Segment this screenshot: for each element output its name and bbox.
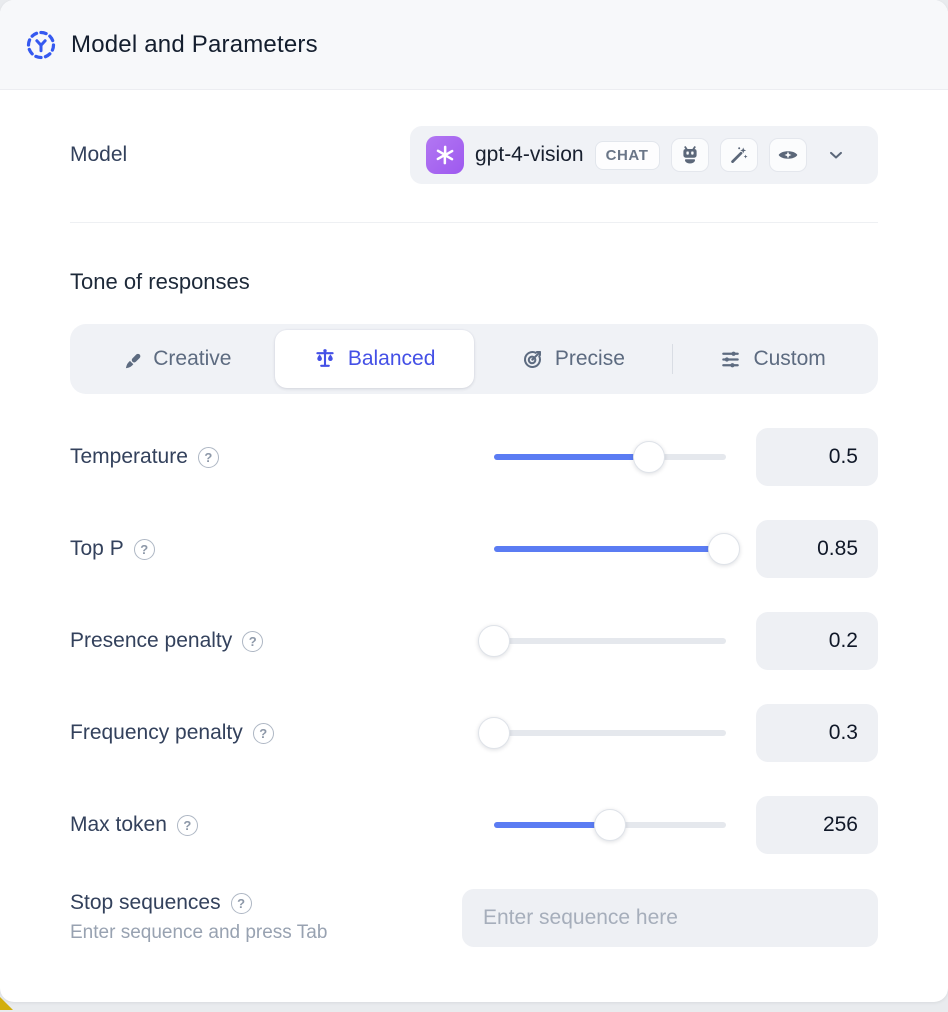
max-token-slider[interactable]: [494, 809, 726, 841]
robot-icon: [670, 138, 709, 172]
help-icon[interactable]: ?: [197, 446, 219, 468]
slider-track[interactable]: [494, 638, 726, 644]
temperature-value[interactable]: 0.5: [756, 428, 878, 486]
slider-thumb[interactable]: [478, 717, 510, 749]
tone-option-label: Creative: [153, 347, 232, 370]
tone-section-title: Tone of responses: [70, 269, 250, 294]
help-icon[interactable]: ?: [242, 630, 264, 652]
parameter-row-presence-penalty: Presence penalty ? 0.2: [70, 612, 878, 670]
section-divider: [70, 222, 878, 223]
model-row: Model gpt-4-v: [70, 126, 878, 184]
slider-thumb[interactable]: [707, 533, 740, 565]
model-select-dropdown[interactable]: gpt-4-vision CHAT: [410, 126, 878, 184]
sliders-icon: [719, 348, 742, 371]
slider-track[interactable]: [494, 730, 726, 736]
slider-fill: [494, 454, 650, 460]
top-p-slider[interactable]: [494, 533, 740, 565]
tone-segmented-control: Creative: [70, 324, 878, 394]
tone-option-custom[interactable]: Custom: [673, 330, 872, 388]
scales-icon: [313, 347, 337, 371]
parameter-label: Frequency penalty: [70, 721, 243, 744]
slider-thumb[interactable]: [594, 809, 626, 841]
parameter-row-max-token: Max token ? 256: [70, 796, 878, 854]
top-p-value[interactable]: 0.85: [756, 520, 878, 578]
target-icon: [521, 348, 544, 371]
tone-option-label: Custom: [753, 347, 826, 370]
openai-logo-icon: [426, 136, 464, 174]
tone-option-balanced[interactable]: Balanced: [274, 330, 474, 388]
parameter-label: Max token: [70, 813, 167, 836]
stop-sequences-row: Stop sequences ? Enter sequence and pres…: [70, 889, 878, 947]
stop-sequence-input[interactable]: [462, 889, 878, 947]
slider-thumb[interactable]: [478, 625, 510, 657]
vision-eye-icon: [768, 138, 807, 172]
panel-title: Model and Parameters: [71, 30, 318, 58]
tone-option-label: Balanced: [347, 347, 436, 370]
help-icon[interactable]: ?: [230, 892, 252, 914]
tone-option-precise[interactable]: Precise: [474, 330, 673, 388]
wand-sparkles-icon: [719, 138, 758, 172]
model-label: Model: [70, 143, 128, 166]
help-icon[interactable]: ?: [176, 814, 198, 836]
parameter-label: Top P: [70, 537, 124, 560]
presence-penalty-slider[interactable]: [478, 625, 726, 657]
help-icon[interactable]: ?: [252, 722, 274, 744]
parameter-label: Presence penalty: [70, 629, 233, 652]
frequency-penalty-slider[interactable]: [478, 717, 726, 749]
parameter-label: Temperature: [70, 445, 188, 468]
max-token-value[interactable]: 256: [756, 796, 878, 854]
tone-option-label: Precise: [554, 347, 625, 370]
segment-divider: [672, 344, 674, 374]
slider-fill: [494, 822, 610, 828]
slider-thumb[interactable]: [633, 441, 666, 473]
presence-penalty-value[interactable]: 0.2: [756, 612, 878, 670]
model-type-badge: CHAT: [594, 140, 660, 170]
model-hub-icon: [26, 30, 56, 60]
selected-model-name: gpt-4-vision: [475, 143, 584, 166]
slider-fill: [494, 546, 724, 552]
frequency-penalty-value[interactable]: 0.3: [756, 704, 878, 762]
panel-header: Model and Parameters: [0, 0, 948, 90]
temperature-slider[interactable]: [494, 441, 726, 473]
paintbrush-icon: [119, 348, 142, 371]
stop-sequences-label: Stop sequences: [70, 891, 221, 914]
parameter-row-frequency-penalty: Frequency penalty ? 0.3: [70, 704, 878, 762]
tone-option-creative[interactable]: Creative: [76, 330, 275, 388]
chevron-down-icon: [826, 145, 846, 165]
help-icon[interactable]: ?: [133, 538, 155, 560]
parameter-row-temperature: Temperature ? 0.5: [70, 428, 878, 486]
stop-sequences-helper: Enter sequence and press Tab: [70, 922, 328, 943]
parameter-row-top-p: Top P ? 0.85: [70, 520, 878, 578]
